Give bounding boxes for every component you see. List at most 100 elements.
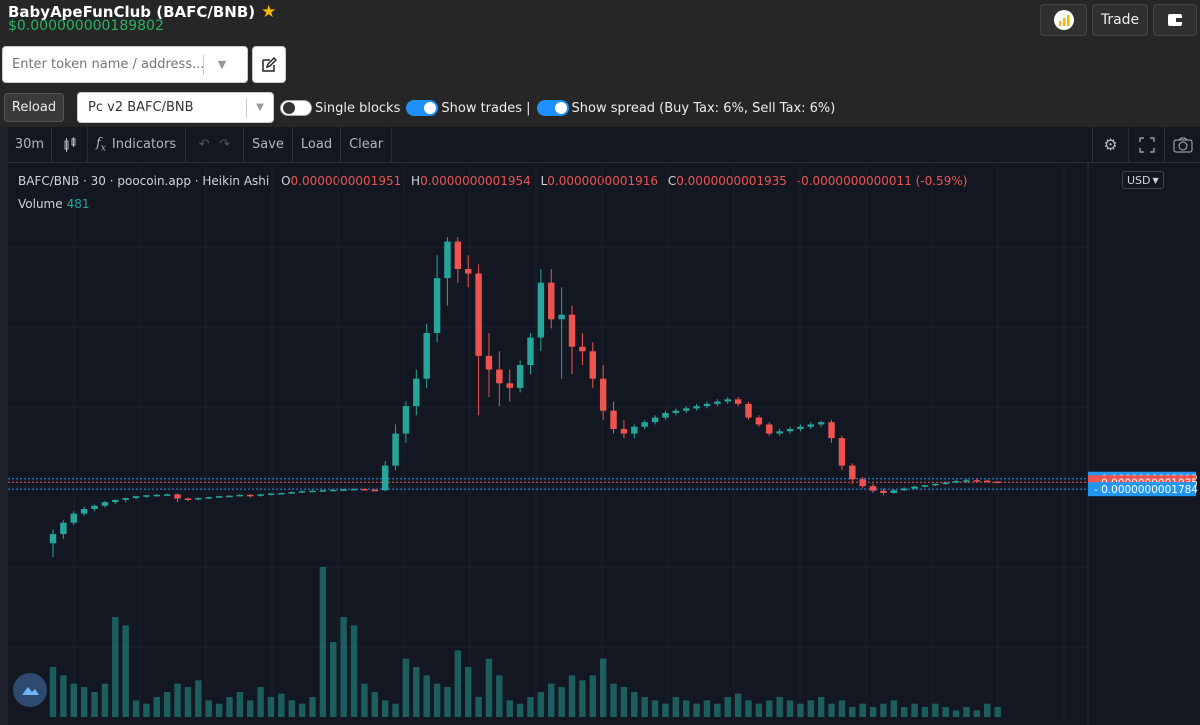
volume-bar (122, 625, 129, 717)
single-blocks-toggle[interactable] (280, 100, 312, 116)
volume-value: 481 (66, 197, 90, 211)
candle-body (381, 465, 389, 491)
chart-view-button[interactable] (1040, 4, 1087, 36)
search-input[interactable] (3, 49, 203, 80)
volume-bar (205, 700, 212, 717)
volume-bar (60, 675, 67, 717)
price-line-badge (1088, 482, 1196, 497)
token-title: BabyApeFunClub (BAFC/BNB) ★ (8, 2, 276, 22)
volume-bar (672, 697, 680, 717)
volume-bar (776, 697, 783, 717)
candle-body (766, 424, 773, 434)
volume-bar (454, 650, 462, 717)
candle-body (641, 422, 648, 427)
candle-body (340, 489, 347, 491)
volume-bar (942, 707, 949, 717)
candle-body (91, 505, 98, 509)
load-button[interactable]: Load (293, 126, 342, 163)
interval-button[interactable]: 30m (8, 126, 52, 163)
candle-body (662, 413, 669, 418)
candle-body (932, 483, 939, 486)
show-trades-toggle[interactable] (406, 100, 439, 116)
edit-button[interactable] (252, 46, 286, 83)
edit-icon (262, 56, 277, 72)
volume-bar (952, 710, 960, 717)
volume-bar (859, 703, 866, 717)
trade-button[interactable]: Trade (1092, 4, 1148, 36)
price-line-badge (1088, 471, 1196, 486)
wallet-button[interactable] (1153, 4, 1197, 36)
undo-icon[interactable]: ↶ (198, 137, 210, 152)
currency-select[interactable]: USD ▼ (1122, 171, 1164, 189)
candle-body (423, 333, 430, 379)
chart-legend: BAFC/BNB · 30 · poocoin.app · Heikin Ash… (18, 174, 967, 188)
pair-select[interactable]: Pc v2 BAFC/BNB ▼ (77, 92, 274, 123)
reload-button[interactable]: Reload (4, 93, 64, 122)
legend-l-key: L (540, 174, 548, 188)
volume-bar (568, 675, 576, 717)
pair-divider (246, 97, 247, 118)
volume-bar (693, 703, 700, 717)
candle-body (319, 490, 327, 492)
legend-close: 0.0000000001935 (676, 174, 787, 188)
tradingview-logo[interactable] (13, 673, 47, 707)
candle-body (797, 426, 804, 429)
volume-legend: Volume 481 (18, 197, 90, 211)
candle-body (921, 485, 929, 487)
volume-bar (444, 687, 451, 717)
volume-bar (309, 697, 316, 717)
cloud-logo-icon (22, 687, 39, 695)
price-chart[interactable]: - 0.0000000002012- 0.0000000001935- 0.00… (8, 127, 1200, 725)
token-search: ▼ (2, 46, 248, 83)
candle-body (247, 494, 254, 497)
candle-body (869, 486, 877, 491)
show-spread-toggle[interactable] (536, 100, 569, 116)
volume-bar (838, 700, 846, 717)
volume-bar (184, 687, 192, 717)
show-trades-label: Show trades | (441, 100, 531, 116)
volume-bar (330, 642, 337, 717)
camera-icon[interactable] (1164, 126, 1200, 163)
candle-body (288, 492, 295, 494)
volume-bar (817, 697, 825, 717)
candle-body (568, 314, 576, 347)
volume-bar (496, 675, 503, 717)
volume-bar (153, 697, 161, 717)
volume-bar (662, 703, 669, 717)
volume-bar (849, 707, 856, 717)
save-button[interactable]: Save (244, 126, 293, 163)
fullscreen-icon[interactable] (1128, 126, 1164, 163)
candle-type-button[interactable] (52, 126, 88, 163)
chart-container: 30m fx Indicators ↶ ↷ Save Load Clear (8, 126, 1200, 725)
gear-icon[interactable]: ⚙ (1092, 126, 1128, 163)
volume-bar (319, 567, 327, 717)
candle-body (527, 337, 534, 365)
volume-bar (786, 700, 794, 717)
candle-body (195, 498, 202, 500)
indicators-button[interactable]: fx Indicators (88, 126, 186, 163)
candle-body (392, 433, 399, 466)
candle-body (900, 488, 908, 491)
candle-body (309, 490, 316, 493)
volume-bar (174, 683, 181, 717)
volume-bar (475, 697, 482, 717)
volume-bar (620, 687, 628, 717)
star-icon[interactable]: ★ (261, 2, 277, 22)
volume-bar (350, 625, 358, 717)
candle-body (610, 410, 617, 429)
show-spread-label: Show spread (Buy Tax: 6%, Sell Tax: 6%) (571, 100, 836, 116)
redo-icon[interactable]: ↷ (219, 137, 231, 152)
volume-bar (163, 692, 171, 717)
clear-button[interactable]: Clear (341, 126, 393, 163)
volume-bar (413, 667, 420, 717)
candle-body (298, 491, 306, 493)
candle-body (859, 479, 866, 487)
volume-bar (381, 700, 389, 717)
volume-bar (828, 703, 835, 717)
candle-body (537, 282, 545, 338)
chevron-down-icon[interactable]: ▼ (256, 102, 264, 113)
candle-body (236, 494, 244, 497)
chevron-down-icon[interactable]: ▼ (217, 58, 227, 71)
candle-body (485, 355, 493, 370)
candle-body (205, 497, 212, 499)
